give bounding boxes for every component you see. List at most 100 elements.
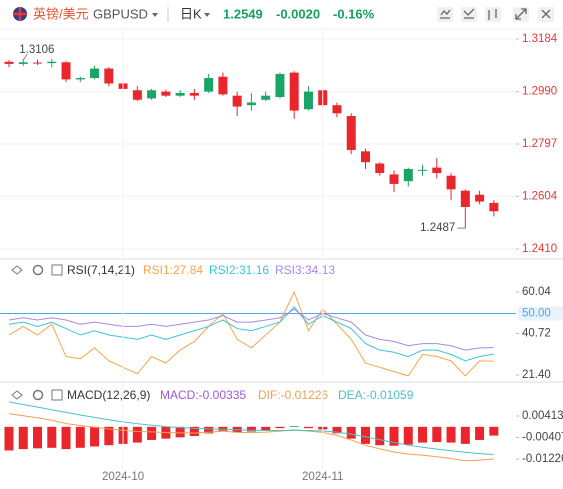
x-tick-label: 2024-11 <box>302 471 343 483</box>
macd-bar <box>403 426 413 445</box>
candle-body <box>33 62 43 64</box>
macd-bar <box>418 426 428 443</box>
line-series <box>8 308 494 351</box>
candle-body <box>346 116 356 150</box>
symbol[interactable]: GBPUSD <box>93 6 148 21</box>
rsi-legend: RSI1:27.84 <box>143 263 203 277</box>
period-caret[interactable] <box>204 13 210 17</box>
candle-button[interactable] <box>485 7 501 22</box>
reference-label: 50.00 <box>522 308 551 320</box>
macd-legend: DEA:-0.01059 <box>338 388 414 402</box>
macd-bar <box>346 426 356 439</box>
settings-icon[interactable] <box>32 264 44 276</box>
pair-name[interactable]: 英镑/美元 <box>33 6 89 21</box>
rsi-legend: RSI2:31.16 <box>209 263 269 277</box>
y-tick-label: 1.3184 <box>522 33 558 45</box>
collapse-icon[interactable] <box>51 264 63 276</box>
candle-body <box>4 61 14 64</box>
candle-body <box>189 92 199 96</box>
macd-bar <box>246 426 256 432</box>
change: -0.0020 <box>276 6 320 21</box>
fullscreen-icon[interactable] <box>515 8 527 20</box>
collapse-icon[interactable] <box>51 389 63 401</box>
change-pct: -0.16% <box>333 6 375 21</box>
indicator-icon[interactable] <box>440 9 451 19</box>
macd-bar <box>275 426 285 429</box>
macd-bar <box>90 426 100 447</box>
price: 1.2549 <box>223 6 263 21</box>
macd-bar <box>47 426 57 448</box>
macd-bar <box>104 426 114 446</box>
macd-bar <box>375 426 385 446</box>
candle-body <box>261 95 271 100</box>
rsi-header: RSI(7,14,21) RSI1:27.84 RSI2:31.16 RSI3:… <box>11 263 335 277</box>
indicator-button[interactable] <box>437 7 453 22</box>
eye-icon[interactable] <box>11 390 23 400</box>
draw-icon[interactable] <box>463 8 475 19</box>
high-annotation: 1.3106 <box>19 44 54 56</box>
y-tick-label: 21.40 <box>522 369 551 381</box>
candle-body <box>432 167 442 174</box>
candle-body <box>204 78 214 92</box>
header: 英镑/美元 GBPUSD 日K 1.2549 -0.0020 -0.16% <box>13 6 554 22</box>
y-tick-label: 40.72 <box>522 328 551 340</box>
macd-legend: DIF:-0.01226 <box>258 388 328 402</box>
macd-bar <box>361 426 370 444</box>
macd-bar <box>204 426 214 434</box>
y-tick-label: 1.2410 <box>522 243 557 255</box>
y-tick-label: 0.00413 <box>522 410 563 422</box>
candle-body <box>147 90 157 99</box>
y-tick-label: -0.00407 <box>522 432 563 444</box>
candle-body <box>403 168 413 182</box>
macd-title: MACD(12,26,9) <box>67 388 150 402</box>
macd-bar <box>261 426 271 430</box>
annotation-line <box>22 53 28 61</box>
settings-icon[interactable] <box>32 389 44 401</box>
candle-body <box>303 91 313 110</box>
candle-body <box>175 92 185 96</box>
macd-bar <box>33 426 43 449</box>
macd-bar <box>18 426 28 450</box>
macd-bar <box>4 426 14 451</box>
macd-legend: MACD:-0.00335 <box>160 388 246 402</box>
candle-body <box>47 61 57 64</box>
close-icon[interactable] <box>541 9 551 19</box>
candle-body <box>104 68 114 84</box>
candle-body <box>90 68 100 79</box>
macd-bar <box>175 426 185 438</box>
eye-icon[interactable] <box>11 265 23 275</box>
y-tick-label: 1.2990 <box>522 86 557 98</box>
macd-bar <box>332 426 342 434</box>
candle-body <box>332 105 342 114</box>
macd-bar <box>61 426 71 450</box>
candle-body <box>75 78 85 80</box>
macd-bar <box>303 426 313 429</box>
candle-icon[interactable] <box>488 9 497 20</box>
y-tick-label: 1.2797 <box>522 138 557 150</box>
candle-body <box>18 62 28 64</box>
candle-body <box>389 174 399 184</box>
macd-bar <box>446 426 456 443</box>
macd-bar <box>147 426 157 440</box>
candle-body <box>246 102 256 106</box>
candle-body <box>132 90 142 100</box>
line-series <box>8 306 494 362</box>
period[interactable]: 日K <box>180 6 202 21</box>
x-tick-label: 2024-10 <box>102 471 144 483</box>
dropdown-caret[interactable] <box>152 13 158 17</box>
macd-bar <box>389 426 399 446</box>
macd-bar <box>189 426 199 437</box>
candle-body <box>489 202 499 212</box>
macd-bar <box>132 426 142 443</box>
macd-bar <box>432 426 442 443</box>
candle-body <box>375 163 385 174</box>
low-annotation: 1.2487 <box>420 222 455 234</box>
candle-body <box>275 73 285 98</box>
candle-body <box>475 194 485 202</box>
candle-body <box>418 169 428 171</box>
y-tick-label: 1.2604 <box>522 190 558 202</box>
candle-body <box>218 76 228 95</box>
macd-bar <box>475 426 485 440</box>
macd-bar <box>460 426 470 444</box>
